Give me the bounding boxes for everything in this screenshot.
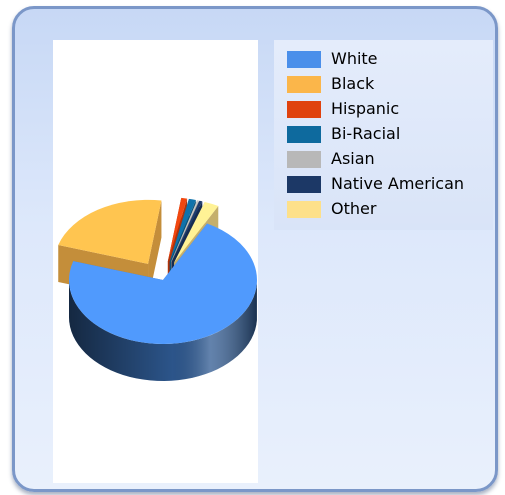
pie-chart (58, 197, 257, 381)
pie-slice-wall (148, 200, 162, 301)
legend-swatch (287, 50, 321, 68)
legend-item: White (287, 49, 378, 69)
legend-swatch (287, 100, 321, 118)
pie-slice-other (174, 202, 219, 263)
legend-item: Black (287, 74, 374, 94)
legend-item: Bi-Racial (287, 124, 400, 144)
pie-slice-hispanic (167, 197, 188, 262)
legend-item: Asian (287, 149, 375, 169)
legend-label: Bi-Racial (331, 124, 401, 143)
pie-slice-asian (171, 200, 199, 262)
legend-item: Hispanic (287, 99, 399, 119)
pie-slice-white (68, 223, 257, 344)
legend-swatch (287, 75, 321, 93)
legend-label: Other (331, 199, 377, 218)
legend-swatch (287, 150, 321, 168)
pie-slice-black (58, 199, 162, 264)
legend-label: Hispanic (331, 99, 400, 118)
legend-label: Asian (331, 149, 375, 168)
pie-slice-bi-racial (169, 198, 196, 262)
pie-tops (58, 197, 257, 344)
pie-slice-native-american (171, 200, 203, 262)
legend-item: Other (287, 199, 376, 219)
legend-item: Native American (287, 174, 464, 194)
legend: White Black Hispanic Bi-Racial Asian Native A… (274, 40, 493, 230)
pie-slice-side-shading (69, 280, 257, 381)
legend-swatch (287, 175, 321, 193)
plot-area (53, 40, 258, 483)
legend-label: Native American (331, 174, 465, 193)
legend-label: Black (331, 74, 375, 93)
legend-swatch (287, 200, 321, 218)
legend-swatch (287, 125, 321, 143)
legend-label: White (331, 49, 378, 68)
chart-frame: White Black Hispanic Bi-Racial Asian Native A… (12, 6, 498, 492)
